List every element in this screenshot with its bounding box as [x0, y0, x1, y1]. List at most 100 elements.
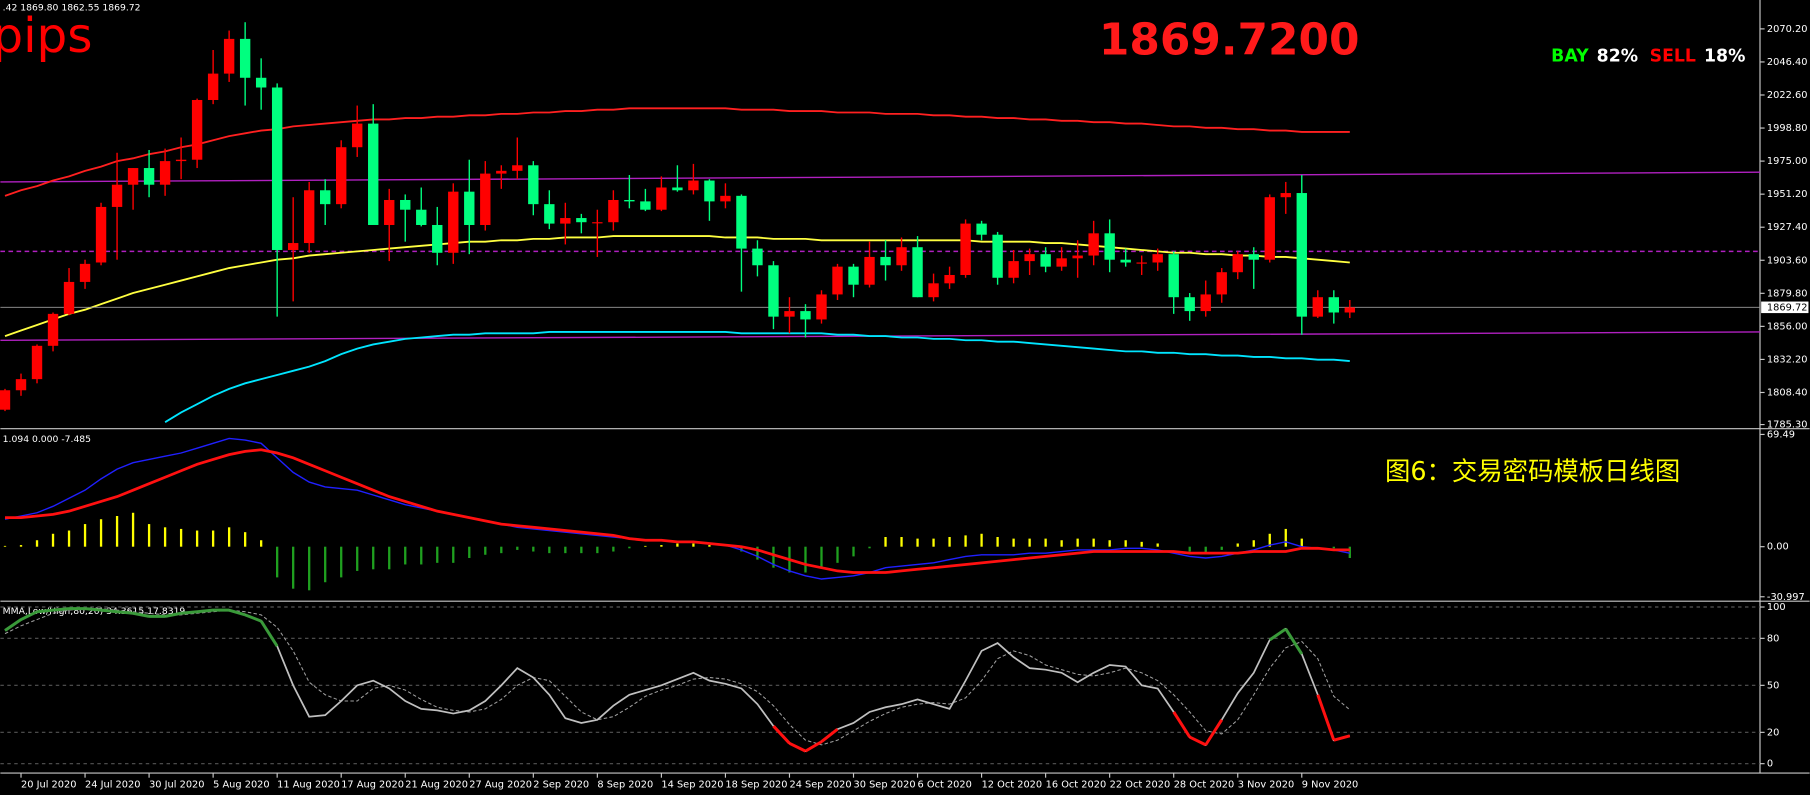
- stoch-zone-segment: [1172, 711, 1191, 738]
- candle-body: [816, 294, 827, 320]
- candle-body: [416, 209, 427, 225]
- y-tick-label: 20: [1767, 727, 1779, 738]
- macd-label: 1.094 0.000 -7.485: [3, 434, 91, 445]
- y-tick-label: 1903.60: [1767, 255, 1808, 266]
- candle-body: [896, 247, 907, 266]
- x-tick-label: 20 Jul 2020: [21, 780, 76, 791]
- stoch-zone-segment: [132, 611, 150, 618]
- candle-body: [191, 99, 203, 160]
- candle-body: [928, 283, 939, 298]
- ohlc-text: .42 1869.80 1862.55 1869.72: [3, 3, 141, 14]
- candle-body: [688, 180, 699, 191]
- x-tick-label: 9 Nov 2020: [1302, 780, 1359, 791]
- x-tick-label: 22 Oct 2020: [1110, 780, 1171, 791]
- candle-body: [1264, 197, 1275, 260]
- x-tick-label: 24 Sep 2020: [789, 780, 851, 791]
- candle-body: [1120, 259, 1131, 263]
- candle-body: [400, 199, 411, 210]
- candle-body: [1136, 262, 1147, 264]
- y-tick-label: 1998.80: [1767, 123, 1808, 134]
- candle-body: [656, 187, 667, 210]
- candle-body: [1328, 297, 1339, 313]
- candle-body: [1344, 307, 1355, 313]
- candle-body: [1184, 297, 1195, 312]
- sentiment-value: 82%: [1597, 47, 1638, 67]
- y-tick-label: 1785.30: [1767, 420, 1808, 431]
- candle-body: [576, 218, 587, 223]
- candle-body: [1200, 294, 1211, 312]
- candle-body: [31, 345, 43, 380]
- candle-body: [560, 218, 571, 224]
- stoch-zone-segment: [820, 728, 839, 743]
- candle-body: [608, 199, 619, 223]
- stoch-zone-segment: [36, 608, 54, 614]
- candle-body: [63, 281, 75, 314]
- candle-body: [992, 234, 1003, 278]
- candle-body: [704, 180, 715, 202]
- candle-body: [768, 265, 779, 317]
- candle-body: [736, 195, 747, 249]
- stoch-zone-segment: [804, 740, 823, 753]
- candle-body: [864, 256, 875, 285]
- last-price-label: 1869.72: [1767, 302, 1808, 313]
- candle-body: [848, 266, 859, 285]
- candle-body: [111, 184, 123, 207]
- candle-body: [976, 223, 987, 235]
- big-price: 1869.7200: [1099, 15, 1360, 66]
- x-tick-label: 30 Jul 2020: [149, 780, 204, 791]
- candle-body: [175, 159, 187, 162]
- candle-body: [143, 168, 155, 185]
- stoch-zone-segment: [4, 618, 22, 632]
- candle-body: [287, 243, 299, 250]
- candle-body: [624, 199, 635, 202]
- trendline: [0, 171, 1761, 183]
- candle-body: [1280, 193, 1291, 198]
- y-tick-label: 50: [1767, 680, 1779, 691]
- x-tick-label: 2 Sep 2020: [533, 780, 589, 791]
- candle-body: [1248, 254, 1259, 260]
- candle-body: [432, 224, 443, 253]
- candle-body: [832, 266, 843, 295]
- x-tick-label: 12 Oct 2020: [982, 780, 1043, 791]
- annotation: 图6：交易密码模板日线图: [1385, 456, 1680, 486]
- candle-body: [1072, 255, 1083, 259]
- x-tick-label: 18 Sep 2020: [725, 780, 787, 791]
- candle-body: [480, 173, 491, 225]
- candle-body: [1008, 261, 1019, 278]
- stoch-zone-segment: [228, 608, 246, 617]
- candle-body: [352, 123, 363, 148]
- y-tick-label: 100: [1767, 602, 1786, 613]
- stoch-zone-segment: [244, 613, 262, 623]
- candle-body: [672, 187, 683, 191]
- y-tick-label: 1856.00: [1767, 321, 1808, 332]
- sentiment-name: BAY: [1551, 47, 1589, 67]
- candle-body: [255, 77, 267, 88]
- x-tick-label: 30 Sep 2020: [854, 780, 916, 791]
- candle-body: [592, 222, 603, 224]
- candle-body: [1232, 254, 1243, 273]
- candle-body: [720, 195, 731, 202]
- candle-body: [271, 87, 283, 250]
- stoch-zone-segment: [84, 607, 102, 612]
- x-tick-label: 14 Sep 2020: [661, 780, 723, 791]
- stoch-zone-segment: [180, 610, 198, 615]
- stoch-zone-segment: [52, 607, 70, 612]
- pips-label: pips: [0, 8, 93, 64]
- y-tick-label: 69.49: [1767, 429, 1795, 440]
- stoch-zone-segment: [100, 608, 118, 614]
- candle-body: [159, 161, 171, 185]
- candle-body: [912, 247, 923, 298]
- y-tick-label: 1879.80: [1767, 288, 1808, 299]
- candle-body: [1088, 233, 1099, 256]
- stoch-zone-segment: [164, 611, 182, 618]
- y-tick-label: 1951.20: [1767, 189, 1808, 200]
- candle-body: [239, 38, 251, 78]
- overlay-line: [4, 107, 1350, 197]
- candle-body: [800, 311, 811, 320]
- stoch-zone-segment: [1333, 734, 1351, 742]
- stoch-zone-segment: [1284, 628, 1304, 655]
- macd-signal-line: [5, 448, 1350, 574]
- candle-body: [1312, 297, 1323, 317]
- candle-body: [464, 191, 475, 225]
